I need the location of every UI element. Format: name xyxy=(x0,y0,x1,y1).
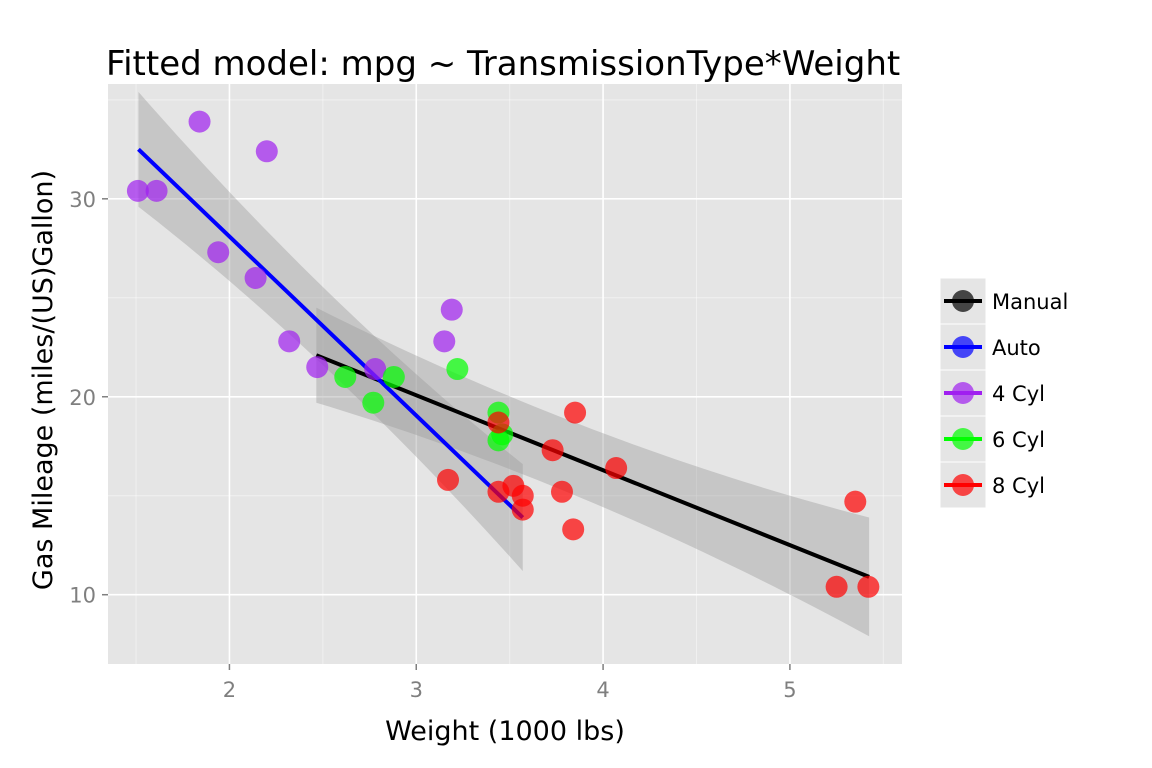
x-tick-label: 4 xyxy=(596,678,609,702)
legend-label: Auto xyxy=(992,336,1041,360)
data-point xyxy=(440,298,463,321)
grid xyxy=(108,84,902,664)
data-point xyxy=(207,241,230,264)
data-point xyxy=(564,401,587,424)
x-tick-label: 2 xyxy=(223,678,236,702)
legend-label: 4 Cyl xyxy=(992,382,1045,406)
y-tick-label: 10 xyxy=(69,584,96,608)
legend-label: Manual xyxy=(992,290,1068,314)
legend-label: 6 Cyl xyxy=(992,428,1045,452)
data-points xyxy=(126,110,880,598)
data-point xyxy=(334,365,357,388)
data-point xyxy=(126,179,149,202)
fit-line-auto xyxy=(137,147,525,519)
legend-point xyxy=(952,428,974,450)
confidence-ribbon-manual xyxy=(316,307,870,637)
data-point xyxy=(244,266,267,289)
y-axis-title: Gas Mileage (miles/(US)Gallon) xyxy=(28,170,59,590)
legend-point xyxy=(952,336,974,358)
x-tick-label: 3 xyxy=(410,678,423,702)
data-point xyxy=(433,330,456,353)
data-point xyxy=(362,391,385,414)
legend-point xyxy=(952,474,974,496)
data-point xyxy=(550,480,573,503)
data-point xyxy=(446,358,469,381)
fit-lines xyxy=(137,147,870,579)
data-point xyxy=(605,457,628,480)
data-point xyxy=(364,358,387,381)
x-tick-label: 5 xyxy=(783,678,796,702)
fit-line-manual xyxy=(315,353,870,579)
plot-panel xyxy=(108,84,902,664)
legend: Manual Auto 4 Cyl 6 Cyl 8 Cyl xyxy=(939,277,1068,509)
data-point xyxy=(278,330,301,353)
data-point xyxy=(487,411,510,434)
data-point xyxy=(382,365,405,388)
y-tick-label: 20 xyxy=(69,386,96,410)
x-axis-title: Weight (1000 lbs) xyxy=(385,716,625,747)
data-point xyxy=(188,110,211,133)
axis-ticks: 2 3 4 5 10 20 30 xyxy=(69,188,796,702)
chart-title: Fitted model: mpg ~ TransmissionType*Wei… xyxy=(106,44,900,84)
data-point xyxy=(562,518,585,541)
legend-point xyxy=(952,382,974,404)
y-tick-label: 30 xyxy=(69,188,96,212)
data-point xyxy=(541,439,564,462)
data-point xyxy=(511,484,534,507)
data-point xyxy=(857,575,880,598)
legend-label: 8 Cyl xyxy=(992,474,1045,498)
data-point xyxy=(255,140,278,163)
legend-point xyxy=(952,290,974,312)
data-point xyxy=(306,356,329,379)
data-point xyxy=(145,179,168,202)
data-point xyxy=(844,490,867,513)
data-point xyxy=(437,468,460,491)
data-point xyxy=(825,575,848,598)
